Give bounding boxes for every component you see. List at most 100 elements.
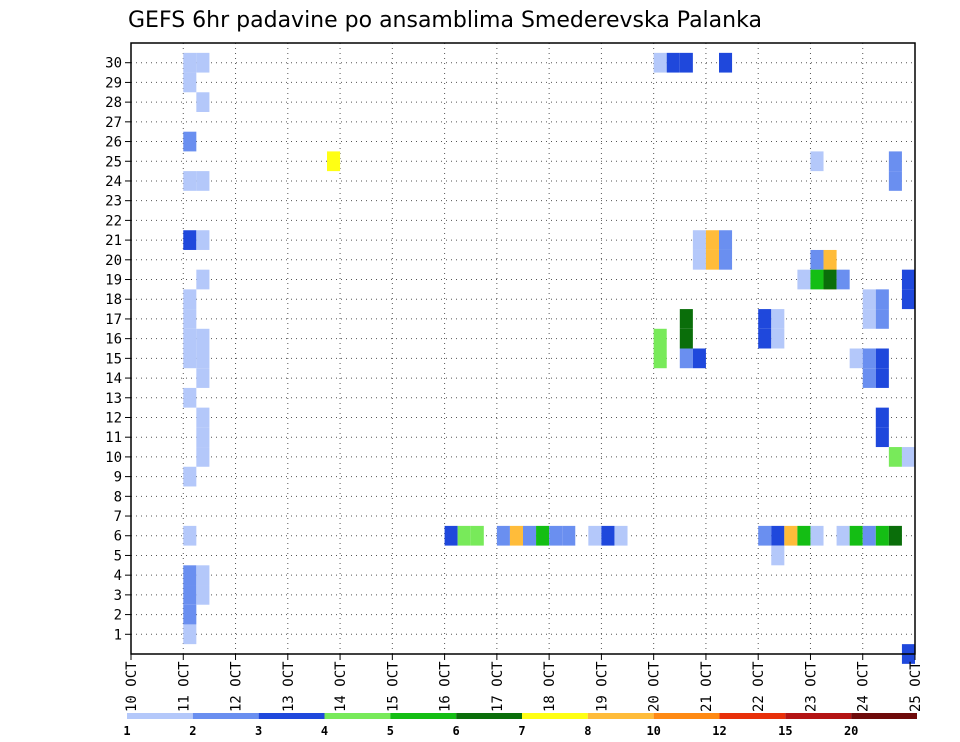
- y-tick-label: 16: [105, 332, 122, 348]
- precip-cell: [183, 466, 197, 487]
- y-tick-label: 13: [105, 391, 122, 407]
- legend-label: 5: [387, 724, 394, 738]
- precip-cell: [875, 348, 889, 369]
- color-legend: 1 2 3 4 5 6 7 8 10 12 15 20: [123, 713, 917, 738]
- legend-label: 3: [255, 724, 262, 738]
- y-tick-label: 20: [105, 253, 122, 269]
- precip-cell: [771, 545, 785, 566]
- legend-label: 2: [189, 724, 196, 738]
- x-tick-label: 24 OCT: [856, 661, 872, 712]
- legend-swatch: [258, 713, 325, 719]
- x-axis: 10 OCT 11 OCT 12 OCT 13 OCT 14 OCT 15 OCT 16 O…: [124, 654, 924, 712]
- precip-cell: [875, 368, 889, 388]
- precip-cell: [784, 525, 798, 546]
- precip-cell: [875, 525, 889, 546]
- precip-cell: [183, 289, 197, 310]
- legend-swatch: [127, 713, 193, 719]
- precip-cell: [862, 289, 876, 310]
- precip-cell: [196, 171, 210, 191]
- precip-cell: [183, 348, 197, 369]
- precip-cell: [692, 348, 706, 369]
- precip-cell: [771, 309, 785, 329]
- precip-cell: [588, 525, 602, 546]
- precip-cell: [653, 348, 667, 369]
- precip-cell: [901, 289, 915, 310]
- x-tick-label: 11 OCT: [176, 661, 192, 712]
- y-axis: 1234567891011121314151617181920212223242…: [105, 56, 131, 643]
- precip-cell: [196, 368, 210, 388]
- precip-cell: [719, 249, 733, 270]
- legend-label: 7: [518, 724, 525, 738]
- x-tick-label: 15 OCT: [385, 661, 401, 712]
- precip-cell: [196, 565, 210, 586]
- precip-cell: [862, 309, 876, 329]
- precip-cell: [875, 407, 889, 428]
- precip-cell: [836, 269, 850, 290]
- precip-cell: [509, 525, 523, 546]
- precip-cell: [875, 289, 889, 310]
- legend-label: 10: [646, 724, 660, 738]
- x-tick-label: 14 OCT: [333, 661, 349, 712]
- precip-cell: [692, 249, 706, 270]
- grid-lines: [131, 43, 915, 654]
- precip-cell: [457, 525, 471, 546]
- y-tick-label: 26: [105, 135, 122, 151]
- precip-cell: [797, 269, 811, 290]
- precip-cell: [196, 407, 210, 428]
- precip-cell: [562, 525, 576, 546]
- x-tick-label: 18 OCT: [542, 661, 558, 712]
- y-tick-label: 28: [105, 95, 122, 111]
- legend-swatch: [653, 713, 720, 719]
- precip-cell: [496, 525, 510, 546]
- precip-cell: [196, 585, 210, 605]
- precip-cell: [875, 309, 889, 329]
- legend-swatch: [390, 713, 457, 719]
- precip-cell: [679, 309, 693, 329]
- y-tick-label: 27: [105, 115, 122, 131]
- precip-cell: [705, 249, 719, 270]
- precip-cell: [196, 348, 210, 369]
- precip-cell: [601, 525, 615, 546]
- precip-cell: [862, 368, 876, 388]
- x-tick-label: 16 OCT: [438, 661, 454, 712]
- precip-cell: [196, 427, 210, 448]
- precip-cell: [183, 585, 197, 605]
- legend-label: 1: [123, 724, 130, 738]
- precip-cell: [810, 249, 824, 270]
- legend-label: 20: [844, 724, 858, 738]
- y-tick-label: 10: [105, 450, 122, 466]
- precip-cell: [810, 269, 824, 290]
- precip-cell: [196, 230, 210, 250]
- y-tick-label: 19: [105, 273, 122, 289]
- precip-cell: [666, 52, 680, 73]
- legend-label: 6: [453, 724, 460, 738]
- precip-cell: [183, 604, 197, 625]
- legend-label: 8: [584, 724, 591, 738]
- precip-cell: [183, 624, 197, 645]
- precip-cell: [836, 525, 850, 546]
- y-tick-label: 2: [114, 608, 122, 624]
- precip-cell: [888, 151, 902, 172]
- precip-cell: [679, 328, 693, 349]
- precip-cell: [862, 525, 876, 546]
- precip-cell: [758, 328, 772, 349]
- precip-cell: [183, 525, 197, 546]
- x-tick-label: 23 OCT: [803, 661, 819, 712]
- precip-cell: [758, 309, 772, 329]
- precip-cell: [470, 525, 484, 546]
- x-tick-label: 10 OCT: [124, 661, 140, 712]
- y-tick-label: 4: [114, 568, 122, 584]
- x-tick-label: 17 OCT: [490, 661, 506, 712]
- x-tick-label: 12 OCT: [229, 661, 245, 712]
- legend-swatch: [522, 713, 588, 719]
- y-tick-label: 7: [114, 509, 122, 525]
- precip-cell: [653, 328, 667, 349]
- precip-cell: [875, 427, 889, 448]
- precip-cell: [679, 348, 693, 369]
- y-tick-label: 21: [105, 233, 122, 249]
- legend-swatch: [719, 713, 786, 719]
- y-tick-label: 25: [105, 154, 122, 170]
- y-tick-label: 30: [105, 56, 122, 72]
- precip-cell: [719, 52, 733, 73]
